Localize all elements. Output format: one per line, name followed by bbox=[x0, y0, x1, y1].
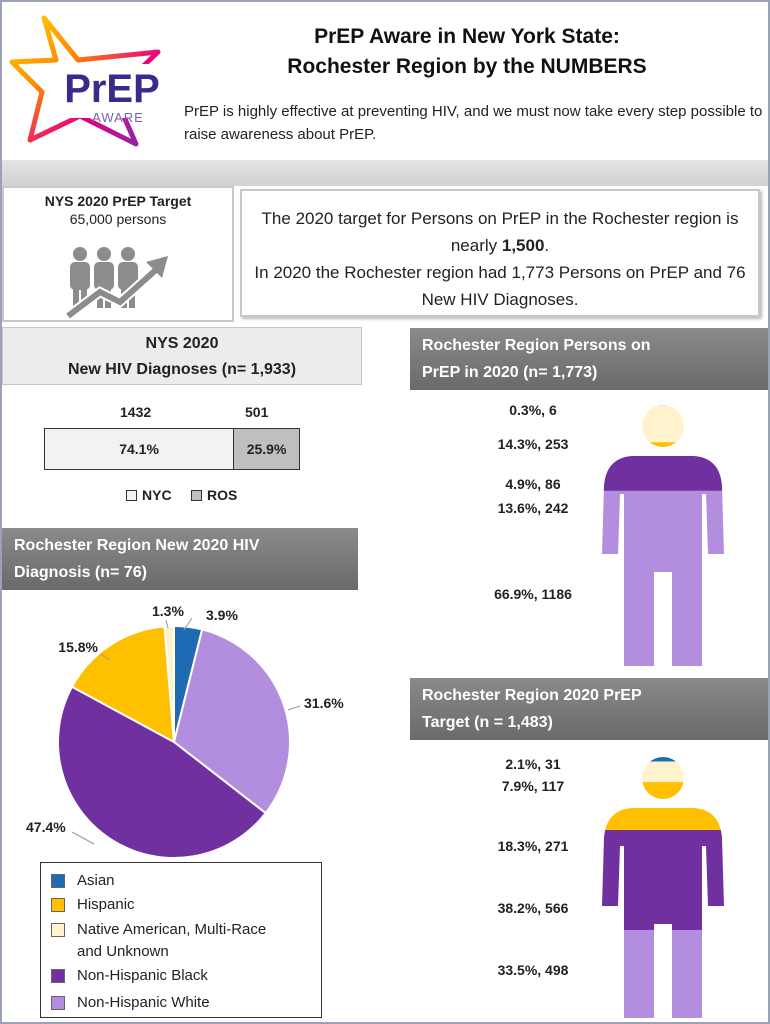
prep-target-title: Rochester Region 2020 PrEP Target (n = 1… bbox=[410, 678, 768, 740]
prep-figure-band-black bbox=[602, 454, 724, 492]
svg-text:PrEP: PrEP bbox=[64, 67, 160, 111]
nyc-legend-swatch bbox=[126, 489, 137, 501]
pie-label-black: 47.4% bbox=[26, 819, 66, 835]
ros-legend-swatch bbox=[191, 489, 202, 501]
divider-band bbox=[2, 160, 768, 186]
pie-label-asian: 3.9% bbox=[206, 607, 238, 623]
pie-leader-line bbox=[99, 653, 111, 661]
target-figure-band-white bbox=[602, 930, 724, 1018]
target-label-native: 7.9%, 117 bbox=[501, 778, 565, 794]
pie-leader-line bbox=[165, 619, 169, 629]
ros-percent-label: 25.9% bbox=[246, 441, 287, 457]
legend-item-hispanic: Hispanic bbox=[51, 894, 135, 916]
legend-swatch-hispanic bbox=[51, 898, 65, 912]
summary-target-value: 1,500 bbox=[501, 236, 545, 255]
prep-label-white: 66.9%, 1186 bbox=[494, 586, 572, 602]
target-figure-band-native bbox=[602, 761, 724, 783]
target-label-asian: 2.1%, 31 bbox=[505, 756, 561, 772]
target-value: 65,000 persons bbox=[69, 211, 167, 227]
legend-swatch-white bbox=[51, 996, 65, 1010]
nys-diagnoses-title: NYS 2020 New HIV Diagnoses (n= 1,933) bbox=[2, 327, 362, 385]
ros-bar-segment: 25.9% bbox=[233, 429, 299, 469]
pie-chart-title: Rochester Region New 2020 HIV Diagnosis … bbox=[2, 528, 358, 590]
legend-swatch-native bbox=[51, 923, 65, 937]
page-subtitle: PrEP is highly effective at preventing H… bbox=[184, 103, 763, 143]
nyc-percent-label: 74.1% bbox=[119, 441, 159, 457]
legend-item-white: Non-Hispanic White bbox=[51, 992, 210, 1014]
page-title: PrEP Aware in New York State: Rochester … bbox=[182, 22, 752, 82]
prep-label-black: 13.6%, 242 bbox=[497, 500, 569, 516]
nyc-bar-segment: 74.1% bbox=[45, 429, 234, 469]
prep-label-hispanic: 4.9%, 86 bbox=[505, 476, 561, 492]
prep-persons-figure bbox=[602, 405, 724, 666]
prep-figure-band-hispanic bbox=[602, 442, 724, 456]
legend-item-black: Non-Hispanic Black bbox=[51, 965, 208, 987]
title-line-1: PrEP Aware in New York State: bbox=[314, 25, 620, 48]
pie-legend: Asian Hispanic Native American, Multi-Ra… bbox=[40, 862, 322, 1018]
prep-figure-band-white bbox=[602, 490, 724, 666]
nyc-legend-item: NYC bbox=[126, 487, 172, 503]
ros-count-label: 501 bbox=[245, 404, 269, 420]
pie-label-native: 1.3% bbox=[152, 603, 184, 619]
pie-label-hispanic: 15.8% bbox=[58, 639, 98, 655]
prep-persons-title: Rochester Region Persons on PrEP in 2020… bbox=[410, 328, 768, 390]
legend-item-native: Native American, Multi-Race and Unknown bbox=[51, 919, 266, 963]
nyc-ros-stacked-bar: 74.1% 25.9% bbox=[44, 428, 300, 470]
prep-target-figure bbox=[602, 757, 724, 1018]
legend-item-asian: Asian bbox=[51, 870, 115, 892]
target-label-black: 38.2%, 566 bbox=[497, 900, 569, 916]
target-figure-band-asian bbox=[602, 757, 724, 762]
pie-leader-line bbox=[71, 831, 95, 845]
svg-text:AWARE: AWARE bbox=[92, 110, 144, 125]
pie-leader-line bbox=[183, 617, 193, 631]
title-line-2: Rochester Region by the NUMBERS bbox=[287, 55, 647, 78]
summary-message: The 2020 target for Persons on PrEP in t… bbox=[240, 189, 760, 317]
prep-label-native: 14.3%, 253 bbox=[497, 436, 569, 452]
target-heading: NYS 2020 PrEP Target bbox=[44, 193, 192, 209]
pie-slice-native bbox=[163, 624, 175, 743]
diagnosis-pie-chart: 3.9% 15.8% 1.3% 47.4% 31.6% bbox=[26, 603, 344, 859]
summary-line-1: The 2020 target for Persons on PrEP in t… bbox=[261, 209, 739, 255]
pie-leader-line bbox=[287, 705, 301, 711]
target-figure-band-hispanic bbox=[602, 782, 724, 831]
prep-aware-logo: PrEP AWARE bbox=[9, 15, 174, 147]
pie-slice-white bbox=[172, 628, 291, 815]
pie-slice-hispanic bbox=[70, 625, 176, 744]
summary-line-2: In 2020 the Rochester region had 1,773 P… bbox=[254, 263, 746, 309]
prep-label-asian: 0.3%, 6 bbox=[509, 402, 557, 418]
legend-swatch-asian bbox=[51, 874, 65, 888]
pie-label-white: 31.6% bbox=[304, 695, 344, 711]
pie-slice-black bbox=[57, 685, 268, 859]
legend-swatch-black bbox=[51, 969, 65, 983]
target-label-hispanic: 18.3%, 271 bbox=[497, 838, 569, 854]
nyc-count-label: 1432 bbox=[120, 404, 152, 420]
prep-figure-band-native bbox=[602, 405, 724, 443]
target-label-white: 33.5%, 498 bbox=[497, 962, 569, 978]
ros-legend-item: ROS bbox=[191, 487, 237, 503]
target-figure-band-black bbox=[602, 830, 724, 931]
people-growth-icon bbox=[65, 247, 168, 320]
